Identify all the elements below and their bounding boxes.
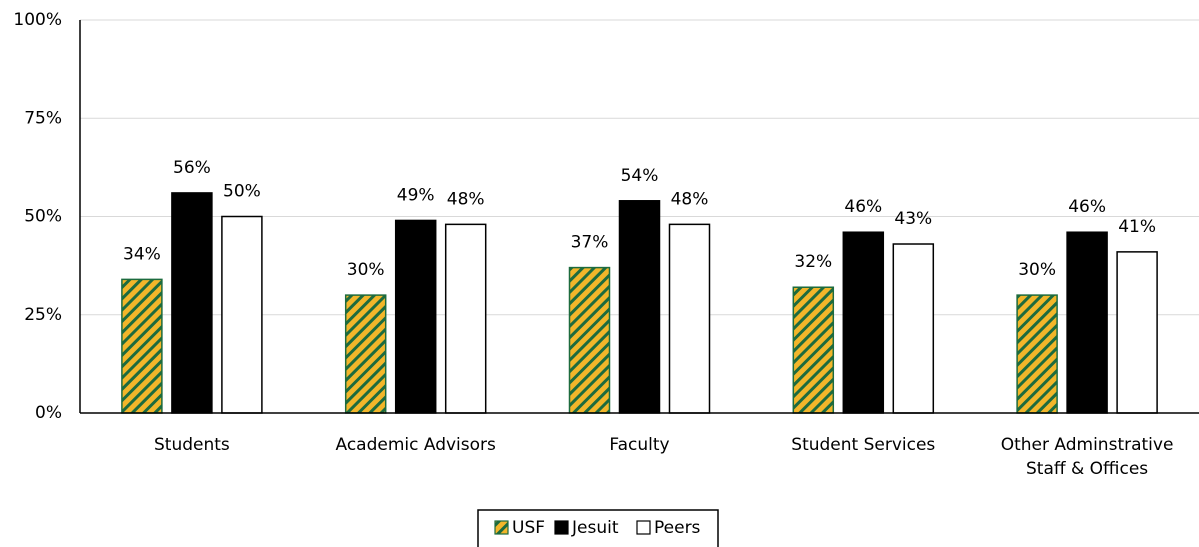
x-tick-label: Faculty [609, 435, 670, 455]
bar [668, 223, 711, 414]
legend-swatch [636, 520, 651, 535]
data-label: 48% [671, 189, 709, 209]
bar [892, 243, 935, 414]
bar [171, 192, 213, 414]
bar [568, 266, 611, 414]
data-label: 32% [794, 252, 832, 272]
bar [221, 215, 263, 414]
bar [618, 200, 661, 414]
y-tick-label: 25% [24, 305, 62, 325]
data-label: 34% [123, 244, 161, 264]
legend: USF Jesuit Peers [477, 509, 719, 547]
data-label: 46% [844, 197, 882, 217]
data-label: 48% [447, 189, 485, 209]
x-tick-label: Students [154, 435, 230, 455]
y-tick-label: 50% [24, 207, 62, 227]
bar [121, 278, 163, 414]
bar [444, 223, 487, 414]
legend-box [477, 509, 719, 547]
data-label: 30% [1018, 260, 1056, 280]
y-tick-label: 75% [24, 108, 62, 128]
data-label: 43% [894, 209, 932, 229]
data-label: 46% [1068, 197, 1106, 217]
legend-label: Peers [654, 518, 701, 538]
data-label: 50% [223, 182, 261, 202]
data-label: 54% [621, 166, 659, 186]
data-label: 41% [1118, 217, 1156, 237]
x-tick-label: Student Services [791, 435, 936, 455]
y-tick-label: 100% [13, 10, 62, 30]
legend-swatch [494, 520, 509, 535]
data-label: 30% [347, 260, 385, 280]
bar [1066, 231, 1108, 414]
legend-label: Jesuit [571, 518, 619, 538]
bar [792, 286, 835, 414]
bar [1116, 251, 1158, 414]
data-label: 49% [397, 185, 435, 205]
y-tick-label: 0% [35, 403, 62, 423]
legend-swatch [554, 520, 569, 535]
bar [344, 294, 387, 414]
x-tick-label: Other Adminstrative Staff & Offices [1000, 435, 1174, 479]
bar [394, 219, 437, 414]
bar [842, 231, 885, 414]
data-label: 37% [571, 233, 609, 253]
data-label: 56% [173, 158, 211, 178]
x-tick-label: Academic Advisors [335, 435, 496, 455]
bar [1016, 294, 1058, 414]
legend-label: USF [512, 518, 545, 538]
